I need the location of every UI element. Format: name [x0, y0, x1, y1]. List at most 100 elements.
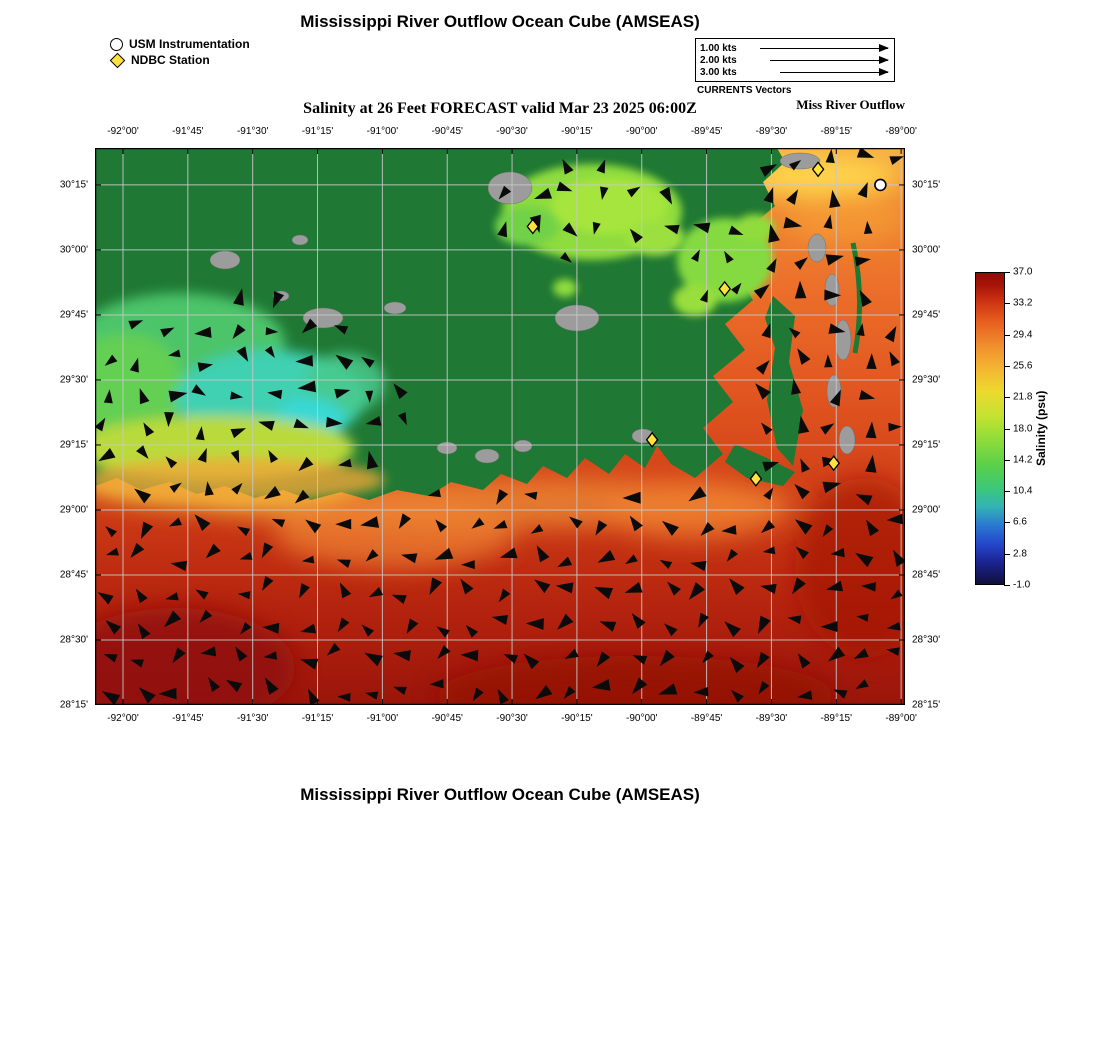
current-vector-icon [104, 354, 118, 366]
current-vector-icon [130, 542, 145, 558]
colorbar-tick-mark [1004, 365, 1010, 367]
current-vector-icon [197, 447, 207, 463]
current-vector-icon [208, 677, 221, 693]
current-vector-icon [766, 258, 777, 273]
colorbar-tick-label: 25.6 [1013, 360, 1033, 372]
current-vector-icon [534, 187, 553, 199]
current-vector-icon [629, 228, 643, 244]
current-vector-icon [562, 159, 574, 175]
current-vector-icon [702, 650, 714, 664]
current-vector-icon [886, 513, 904, 525]
current-vector-icon [794, 519, 813, 535]
current-vector-icon [825, 148, 835, 164]
vector-legend: 1.00 kts 2.00 kts 3.00 kts [695, 38, 895, 82]
x-tick-label: -90°30' [496, 713, 528, 724]
colorbar-tick-mark [1004, 585, 1010, 586]
colorbar-tick-mark [1004, 522, 1010, 524]
current-vector-icon [297, 380, 317, 393]
current-vector-icon [429, 679, 444, 689]
current-vector-icon [194, 326, 212, 338]
current-vector-icon [787, 615, 802, 625]
current-vector-icon [828, 646, 846, 662]
current-vector-icon [427, 489, 442, 498]
current-vector-icon [724, 250, 734, 264]
current-vector-icon [762, 546, 776, 555]
current-vector-icon [663, 623, 678, 637]
current-vector-icon [460, 649, 479, 662]
current-vector-icon [729, 578, 745, 596]
current-vector-icon [258, 420, 275, 431]
current-vector-icon [401, 553, 418, 564]
current-vector-icon [693, 686, 709, 697]
y-tick-label: 30°00' [59, 244, 88, 256]
current-vector-icon [398, 513, 412, 529]
current-vector-icon [143, 422, 155, 437]
current-vector-icon [659, 186, 673, 205]
current-vector-icon [859, 289, 872, 307]
colorbar-tick-label: 33.2 [1013, 297, 1033, 309]
current-vector-icon [757, 615, 771, 635]
current-vector-icon [230, 391, 244, 400]
current-vector-icon [237, 591, 251, 600]
current-vector-icon [308, 688, 320, 706]
y-tick-label: 29°30' [912, 374, 941, 386]
current-vector-icon [365, 549, 379, 562]
current-vector-icon [335, 518, 352, 530]
current-vector-icon [569, 516, 583, 529]
current-vector-icon [429, 577, 443, 596]
current-vector-icon [239, 552, 253, 560]
map-plot [55, 147, 935, 736]
barrier-islands [850, 242, 863, 354]
current-vector-icon [460, 578, 474, 595]
current-vector-icon [94, 417, 106, 432]
vector-legend-row: 3.00 kts [700, 66, 889, 78]
current-vector-icon [534, 579, 551, 594]
x-tick-label: -91°15' [301, 713, 334, 724]
current-vector-icon [596, 159, 606, 174]
current-vector-icon [361, 624, 375, 637]
currents-vectors-caption: CURRENTS Vectors [697, 85, 792, 96]
current-vector-icon [794, 484, 810, 500]
current-vector-icon [595, 520, 608, 536]
current-vector-icon [562, 222, 578, 237]
current-vector-icon [165, 456, 178, 469]
current-vector-icon [761, 323, 771, 339]
current-vector-icon [886, 621, 901, 631]
current-vector-icon [893, 549, 907, 567]
current-vector-icon [365, 390, 374, 403]
x-tick-label: -89°30' [755, 713, 788, 724]
x-tick-label: -90°00' [625, 126, 658, 137]
x-tick-label: -90°45' [431, 713, 463, 724]
x-tick-label: -91°15' [301, 126, 334, 137]
current-vector-icon [293, 418, 309, 429]
current-vector-icon [365, 416, 382, 426]
current-vector-icon [828, 323, 846, 334]
current-vector-icon [199, 609, 213, 623]
current-vector-icon [165, 592, 179, 601]
delta-marsh-strip [765, 296, 803, 466]
y-tick-label: 28°45' [59, 569, 88, 581]
current-vector-icon [170, 560, 188, 572]
current-vector-icon [135, 588, 148, 604]
current-vector-icon [825, 254, 844, 266]
current-vector-icon [301, 555, 315, 564]
current-vector-icon [493, 519, 508, 529]
x-tick-label: -92°00' [107, 126, 139, 137]
current-vector-icon [726, 548, 738, 562]
current-vector-icon [699, 289, 708, 303]
current-vector-icon [823, 214, 833, 229]
current-vector-icon [337, 693, 351, 702]
current-vector-icon [556, 181, 573, 192]
current-vector-icon [264, 345, 275, 359]
vector-speed-label: 1.00 kts [700, 42, 737, 54]
current-vector-icon [226, 679, 243, 693]
current-vector-icon [855, 552, 874, 568]
current-vector-icon [465, 625, 479, 638]
current-vector-icon [861, 582, 876, 592]
x-tick-label: -90°00' [625, 713, 658, 724]
current-vector-icon [105, 620, 122, 635]
current-vector-icon [105, 526, 117, 538]
current-vector-icon [523, 653, 540, 670]
x-tick-label: -92°00' [107, 713, 139, 724]
current-vector-icon [167, 349, 181, 358]
